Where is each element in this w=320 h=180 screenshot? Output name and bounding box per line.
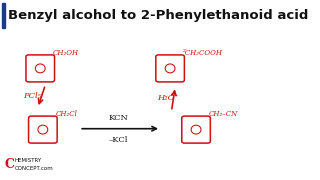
Text: PCl₅: PCl₅ [23, 92, 41, 100]
Text: H₂O⁻: H₂O⁻ [157, 94, 179, 102]
Text: ²CH₂COOH: ²CH₂COOH [183, 49, 223, 57]
Text: KCN: KCN [108, 114, 128, 122]
Text: C: C [5, 158, 15, 171]
Bar [2, 3, 5, 28]
Text: CH₂OH: CH₂OH [53, 49, 79, 57]
Text: CONCEPT.com: CONCEPT.com [14, 166, 53, 172]
Text: Benzyl alcohol to 2-Phenylethanoid acid: Benzyl alcohol to 2-Phenylethanoid acid [8, 9, 309, 22]
Text: CH₂Cl: CH₂Cl [55, 110, 77, 118]
Text: CH₂–CN: CH₂–CN [209, 110, 238, 118]
Text: –KCl: –KCl [108, 136, 128, 144]
Text: HEMISTRY: HEMISTRY [14, 158, 41, 163]
